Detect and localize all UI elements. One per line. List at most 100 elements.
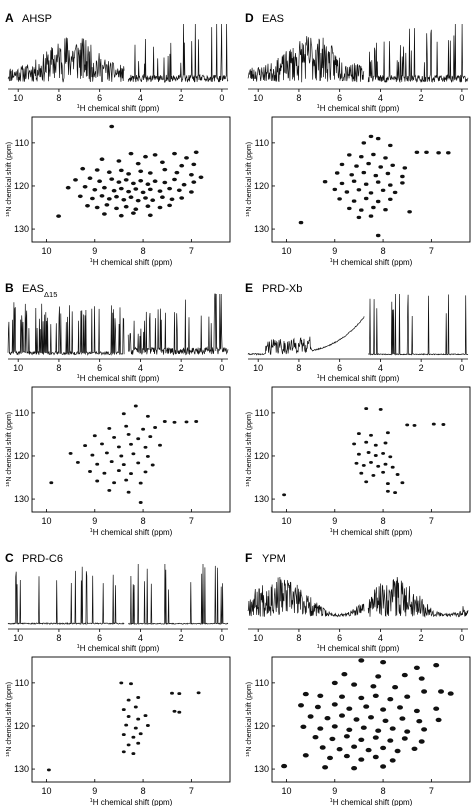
hsqc-peak <box>370 684 377 689</box>
spectrum-1d-aliphatic-trace <box>367 23 469 84</box>
hsqc-peak <box>363 704 370 709</box>
hsqc-peak <box>388 183 393 187</box>
hsqc-peak <box>145 724 150 727</box>
hsqc-peak <box>344 190 350 194</box>
hsqc-peak <box>363 196 369 201</box>
hsqc-peak <box>402 166 408 170</box>
hsqc-peak <box>124 478 129 482</box>
hsqc-peak <box>104 203 110 207</box>
hsqc-peak <box>94 205 100 210</box>
hsqc-peak <box>351 179 357 183</box>
hsqc-peak <box>349 173 354 177</box>
hsqc-peak <box>381 451 386 455</box>
hsqc-x-tick-label: 7 <box>429 246 434 256</box>
hsqc-peak <box>302 691 309 697</box>
hsqc-x-tick-label: 10 <box>281 516 291 526</box>
hsqc-peak <box>352 442 357 446</box>
spectrum-1d-tick-label: 4 <box>378 363 383 373</box>
hsqc-peak <box>99 157 105 161</box>
hsqc-peak <box>380 188 386 192</box>
hsqc-peak <box>388 455 393 459</box>
hsqc-peak <box>436 151 441 155</box>
hsqc-peak <box>102 471 107 475</box>
hsqc-peak <box>331 724 338 729</box>
hsqc-peak <box>418 676 425 681</box>
hsqc-peak <box>416 718 423 724</box>
hsqc-peak <box>56 214 62 218</box>
hsqc-peak <box>172 420 177 424</box>
hsqc-peak <box>359 208 364 212</box>
hsqc-peak <box>121 463 126 467</box>
hsqc-peak <box>109 460 114 464</box>
hsqc-peak <box>116 159 122 163</box>
hsqc-peak <box>143 445 148 449</box>
spectrum-1d-tick-label: 2 <box>419 93 424 103</box>
hsqc-peak <box>196 691 201 695</box>
panel-C: C PRD-C6 10 8 6 4 2 0 1H chemical shift (ppm) 10 9… <box>5 551 231 806</box>
hsqc-peak <box>191 180 197 184</box>
spectrum-1d-aliphatic-trace <box>127 293 229 356</box>
spectrum-1d-tick-label: 2 <box>419 633 424 643</box>
hsqc-peak <box>364 407 369 411</box>
hsqc-y-tick-label: 130 <box>254 494 269 504</box>
protein-name: YPM <box>262 553 286 565</box>
hsqc-peak <box>312 734 319 740</box>
hsqc-peak <box>162 167 168 172</box>
hsqc-peak <box>375 728 382 733</box>
hsqc-peak <box>130 211 136 215</box>
hsqc-peak <box>131 752 136 756</box>
hsqc-peak <box>380 659 387 665</box>
hsqc-peak <box>351 765 358 771</box>
spectrum-1d-tick-label: 10 <box>253 633 263 643</box>
hsqc-peak <box>118 213 124 218</box>
hsqc-peak <box>90 453 95 457</box>
hsqc-peak <box>88 470 92 473</box>
hsqc-peak <box>282 493 287 497</box>
hsqc-peak <box>123 178 129 182</box>
hsqc-peak <box>375 136 381 141</box>
hsqc-peak <box>136 437 141 441</box>
hsqc-peak <box>356 188 362 192</box>
hsqc-peak <box>336 746 343 752</box>
hsqc-peak <box>126 715 131 718</box>
hsqc-peak <box>385 489 390 493</box>
hsqc-frame <box>31 386 231 513</box>
hsqc-peak <box>82 185 88 189</box>
hsqc-peak <box>131 452 136 456</box>
hsqc-peak <box>322 765 329 770</box>
hsqc-peak <box>380 707 387 712</box>
panel-letter: C <box>5 551 14 565</box>
spectrum-1d-aliphatic-trace <box>368 293 469 356</box>
hsqc-peak <box>365 747 372 753</box>
hsqc-y-tick-label: 120 <box>254 181 269 191</box>
spectrum-1d-tick-label: 8 <box>296 633 301 643</box>
spectrum-1d-tick-label: 2 <box>179 633 184 643</box>
hsqc-peak <box>145 182 151 186</box>
hsqc-peak <box>337 197 342 201</box>
spectrum-1d-tick-label: 0 <box>219 93 224 103</box>
spectrum-1d-tick-label: 8 <box>56 93 61 103</box>
hsqc-peak <box>176 188 182 193</box>
hsqc-peak <box>392 190 398 195</box>
hsqc-peak <box>372 693 379 699</box>
spectrum-1d-xlabel: 1H chemical shift (ppm) <box>317 644 400 653</box>
hsqc-peak <box>378 165 383 169</box>
hsqc-x-tick-label: 8 <box>381 786 386 796</box>
hsqc-x-tick-label: 9 <box>332 786 337 796</box>
spectrum-1d-tick-label: 6 <box>97 93 102 103</box>
hsqc-peak <box>385 431 390 435</box>
hsqc-y-tick-label: 110 <box>255 138 269 148</box>
hsqc-peak <box>147 187 153 192</box>
hsqc-xlabel: 1H chemical shift (ppm) <box>330 798 413 806</box>
hsqc-peak <box>138 481 143 485</box>
hsqc-peak <box>106 197 112 201</box>
hsqc-peak <box>375 199 381 204</box>
hsqc-peak <box>133 207 139 211</box>
hsqc-peak <box>361 463 366 467</box>
hsqc-peak <box>369 460 373 464</box>
hsqc-peak <box>381 470 386 474</box>
hsqc-peak <box>369 433 373 437</box>
hsqc-frame <box>31 116 231 243</box>
hsqc-peak <box>121 733 126 737</box>
